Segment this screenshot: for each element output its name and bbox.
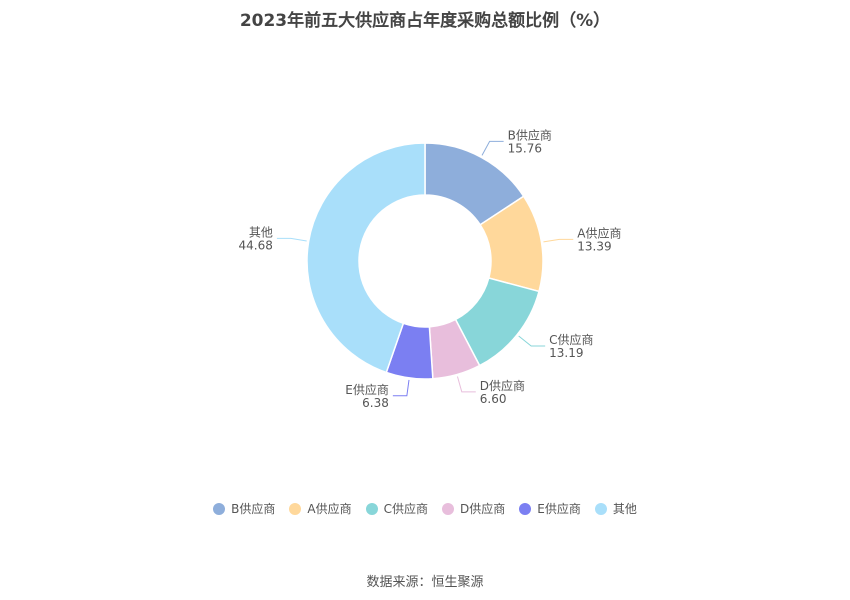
legend-swatch-icon [441,502,454,515]
legend-item-2[interactable]: C供应商 [365,500,428,517]
legend-item-5[interactable]: 其他 [594,500,637,517]
legend-item-3[interactable]: D供应商 [441,500,506,517]
legend-item-4[interactable]: E供应商 [519,500,581,517]
slice-5[interactable] [306,142,426,374]
legend-label: D供应商 [459,502,506,516]
leader-line-5 [276,237,307,242]
slice-label-name-0: B供应商 [508,127,552,142]
slice-label-name-5: 其他 [249,225,273,239]
slice-label-value-2: 13.19 [549,346,583,360]
slice-label-value-5: 44.68 [239,238,273,252]
slice-label-value-4: 6.38 [362,396,389,410]
legend-swatch-icon [519,502,532,515]
legend-item-0[interactable]: B供应商 [213,500,275,517]
legend-label: 其他 [612,502,637,516]
leader-line-4 [392,379,410,397]
legend-label: A供应商 [307,502,352,516]
leader-line-0 [481,140,504,156]
slice-label-value-1: 13.39 [577,239,611,253]
slice-label-value-3: 6.60 [480,392,507,406]
legend-label: E供应商 [537,502,581,516]
legend-swatch-icon [213,502,226,515]
slice-label-name-2: C供应商 [549,332,593,347]
legend-swatch-icon [365,502,378,515]
slice-label-value-0: 15.76 [508,141,542,155]
slice-label-name-1: A供应商 [577,225,621,240]
leader-line-2 [518,335,546,347]
chart-title: 2023年前五大供应商占年度采购总额比例（%） [239,11,611,31]
legend-label: C供应商 [383,502,428,516]
leader-line-1 [543,238,574,243]
slice-label-name-4: E供应商 [345,382,389,397]
legend-swatch-icon [594,502,607,515]
leader-line-3 [456,376,476,393]
slice-label-name-3: D供应商 [480,378,525,393]
legend-item-1[interactable]: A供应商 [289,500,352,517]
legend-label: B供应商 [231,502,276,516]
chart-legend: B供应商 A供应商 C供应商 D供应商 E供应商 其他 [0,500,850,517]
legend-swatch-icon [289,502,302,515]
data-source: 数据来源：恒生聚源 [366,575,484,590]
